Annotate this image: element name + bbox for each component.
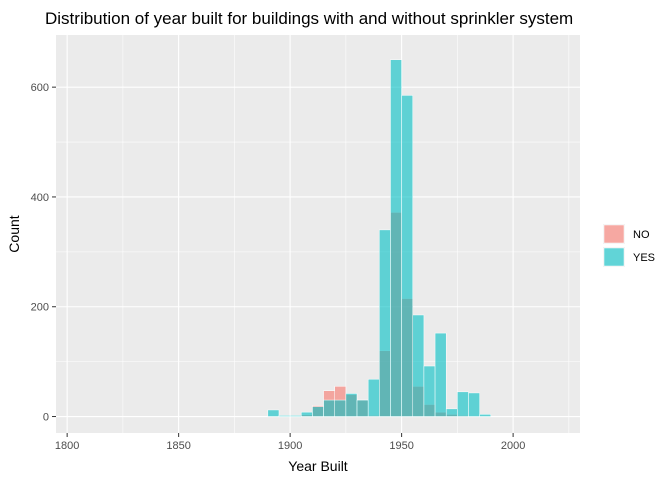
y-tick-label: 600 (31, 82, 49, 94)
bar-yes (479, 414, 492, 417)
x-tick-label: 1850 (166, 440, 190, 452)
y-tick-label: 0 (43, 412, 49, 424)
x-tick-label: 1900 (278, 440, 302, 452)
bar-yes (334, 399, 347, 417)
bar-yes (379, 229, 391, 417)
bar-yes (468, 392, 480, 417)
x-tick-label: 2000 (501, 440, 525, 452)
x-axis-title: Year Built (288, 458, 348, 474)
legend-label: YES (633, 252, 655, 264)
bar-yes (356, 399, 369, 417)
bar-yes (434, 332, 447, 417)
bar-yes (312, 406, 324, 417)
bar-yes (367, 378, 380, 417)
legend-label: NO (633, 229, 650, 241)
y-tick-label: 200 (31, 302, 49, 314)
bar-yes (401, 95, 414, 417)
legend-swatch-yes (603, 247, 625, 267)
bars (267, 59, 492, 417)
bar-yes (457, 391, 469, 417)
chart-title: Distribution of year built for buildings… (45, 9, 573, 28)
bar-yes (267, 409, 280, 417)
bar-yes (390, 59, 402, 417)
bar-yes (412, 314, 425, 417)
plot-panel (56, 35, 580, 433)
y-tick-label: 400 (31, 192, 49, 204)
bar-yes (423, 365, 436, 417)
y-axis-title: Count (6, 215, 22, 252)
bar-yes (323, 399, 335, 417)
axes: 1800 1850 1900 1950 2000 0 200 400 600 (31, 82, 526, 452)
grid-lines (56, 35, 580, 433)
bar-yes (301, 411, 313, 417)
legend-swatch-no (603, 224, 625, 244)
bar-yes (278, 415, 291, 417)
legend: NO YES (603, 224, 655, 267)
x-tick-label: 1950 (389, 440, 413, 452)
bar-yes (289, 415, 302, 417)
x-tick-label: 1800 (55, 440, 79, 452)
bar-yes (445, 408, 458, 417)
bar-yes (345, 393, 358, 417)
